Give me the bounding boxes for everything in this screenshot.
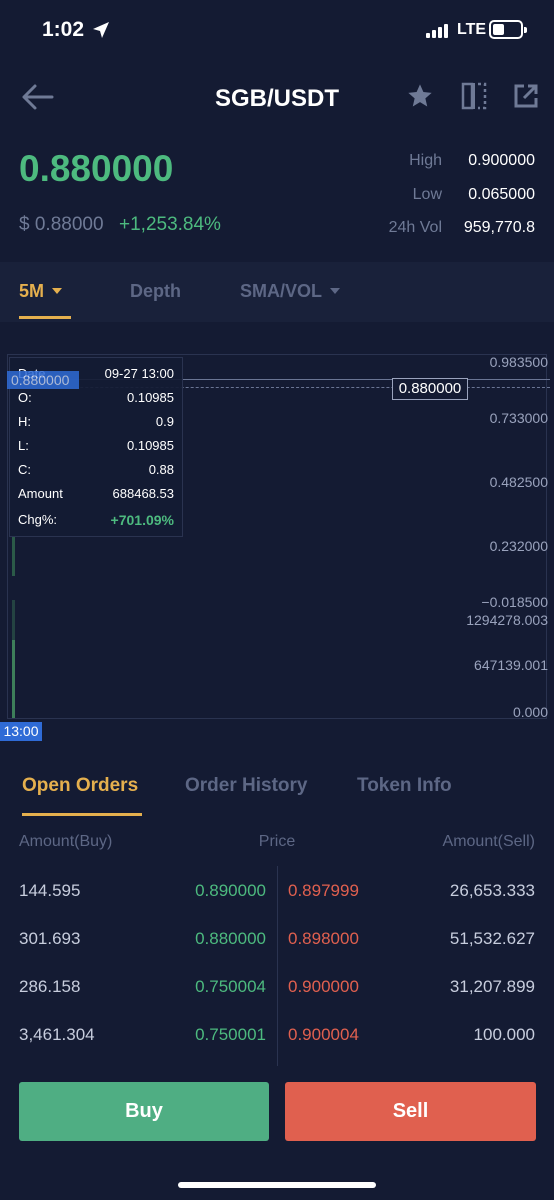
sell-price[interactable]: 0.898000 <box>288 929 359 948</box>
buy-amount[interactable]: 301.693 <box>19 929 81 948</box>
y-axis-tick: −0.018500 <box>481 594 548 610</box>
tooltip-open-value: 0.10985 <box>127 390 174 405</box>
signal-icon <box>426 22 452 38</box>
volume-value: 959,770.8 <box>463 219 535 236</box>
chevron-down-icon <box>330 287 341 294</box>
tab-active-underline <box>22 813 142 816</box>
sell-price[interactable]: 0.897999 <box>288 881 359 900</box>
time-tag: 13:00 <box>0 722 42 741</box>
tooltip-low-value: 0.10985 <box>127 438 174 453</box>
crosshair-line <box>10 379 550 380</box>
tooltip-date-value: 09-27 13:00 <box>104 366 174 381</box>
buy-price[interactable]: 0.750001 <box>195 1025 266 1044</box>
tooltip-close-label: C: <box>18 462 31 477</box>
high-label: High <box>409 152 442 169</box>
tab-interval[interactable]: 5M <box>19 281 63 302</box>
chart-tab-bar <box>0 262 554 322</box>
tooltip-low-label: L: <box>18 438 29 453</box>
column-header-price: Price <box>258 833 296 850</box>
low-label: Low <box>412 186 442 203</box>
chart-area[interactable] <box>7 354 547 719</box>
high-value: 0.900000 <box>468 152 535 169</box>
current-price-tag: 0.880000 <box>392 378 468 400</box>
sell-amount[interactable]: 31,207.899 <box>449 977 535 996</box>
tab-indicator[interactable]: SMA/VOL <box>240 281 341 302</box>
volume-label: 24h Vol <box>388 219 442 236</box>
tooltip-high-label: H: <box>18 414 31 429</box>
tab-interval-label: 5M <box>19 281 45 301</box>
y-axis-tick: 0.482500 <box>489 474 548 490</box>
last-price: 0.880000 <box>19 148 174 189</box>
location-arrow-icon <box>93 22 109 38</box>
usd-price: $ 0.88000 <box>19 214 104 235</box>
left-price-tag: 0.880000 <box>7 371 79 389</box>
order-book-divider <box>277 866 278 1066</box>
buy-amount[interactable]: 3,461.304 <box>19 1025 95 1044</box>
y-axis-tick: 0.983500 <box>489 354 548 370</box>
share-icon[interactable] <box>512 82 540 110</box>
tab-indicator-label: SMA/VOL <box>240 281 323 301</box>
network-label: LTE <box>457 21 487 38</box>
current-price-line <box>10 387 550 388</box>
pair-title: SGB/USDT <box>214 85 339 112</box>
volume-axis-tick: 1294278.003 <box>466 612 548 628</box>
home-indicator[interactable] <box>178 1182 376 1188</box>
sell-button[interactable]: Sell <box>285 1082 536 1141</box>
tab-active-underline <box>19 316 71 319</box>
tooltip-amount-label: Amount <box>18 486 63 501</box>
tooltip-change-value: +701.09% <box>110 512 174 528</box>
volume-axis-tick: 0.000 <box>512 704 548 720</box>
tooltip-high-value: 0.9 <box>155 414 174 429</box>
tooltip-close-value: 0.88 <box>148 462 174 477</box>
tooltip-amount-value: 688468.53 <box>112 486 174 501</box>
buy-amount[interactable]: 286.158 <box>19 977 81 996</box>
tab-depth[interactable]: Depth <box>130 281 181 301</box>
battery-icon <box>489 20 527 39</box>
tab-order-history[interactable]: Order History <box>185 775 308 796</box>
status-time: 1:02 <box>42 18 85 41</box>
sell-price[interactable]: 0.900004 <box>288 1025 359 1044</box>
tooltip-change-label: Chg%: <box>18 512 58 527</box>
sell-price[interactable]: 0.900000 <box>288 977 359 996</box>
sell-amount[interactable]: 26,653.333 <box>449 881 535 900</box>
buy-price[interactable]: 0.880000 <box>195 929 266 948</box>
back-arrow-icon[interactable] <box>20 82 54 112</box>
tooltip-open-label: O: <box>18 390 32 405</box>
y-axis-tick: 0.733000 <box>489 410 548 426</box>
tab-token-info[interactable]: Token Info <box>357 775 452 796</box>
price-change-percent: +1,253.84% <box>119 214 221 235</box>
volume-bar <box>12 640 15 718</box>
volume-axis-tick: 647139.001 <box>474 657 548 673</box>
sell-amount[interactable]: 100.000 <box>473 1025 535 1044</box>
low-value: 0.065000 <box>468 186 535 203</box>
candle <box>12 536 15 576</box>
buy-price[interactable]: 0.750004 <box>195 977 266 996</box>
star-icon[interactable] <box>406 82 434 110</box>
buy-price[interactable]: 0.890000 <box>195 881 266 900</box>
sell-amount[interactable]: 51,532.627 <box>449 929 535 948</box>
column-header-sell: Amount(Sell) <box>442 833 535 850</box>
buy-button[interactable]: Buy <box>19 1082 269 1141</box>
y-axis-tick: 0.232000 <box>489 538 548 554</box>
chevron-down-icon <box>52 287 63 294</box>
column-header-buy: Amount(Buy) <box>19 833 113 850</box>
split-view-icon[interactable] <box>460 81 488 111</box>
tab-open-orders[interactable]: Open Orders <box>22 775 139 796</box>
buy-amount[interactable]: 144.595 <box>19 881 81 900</box>
